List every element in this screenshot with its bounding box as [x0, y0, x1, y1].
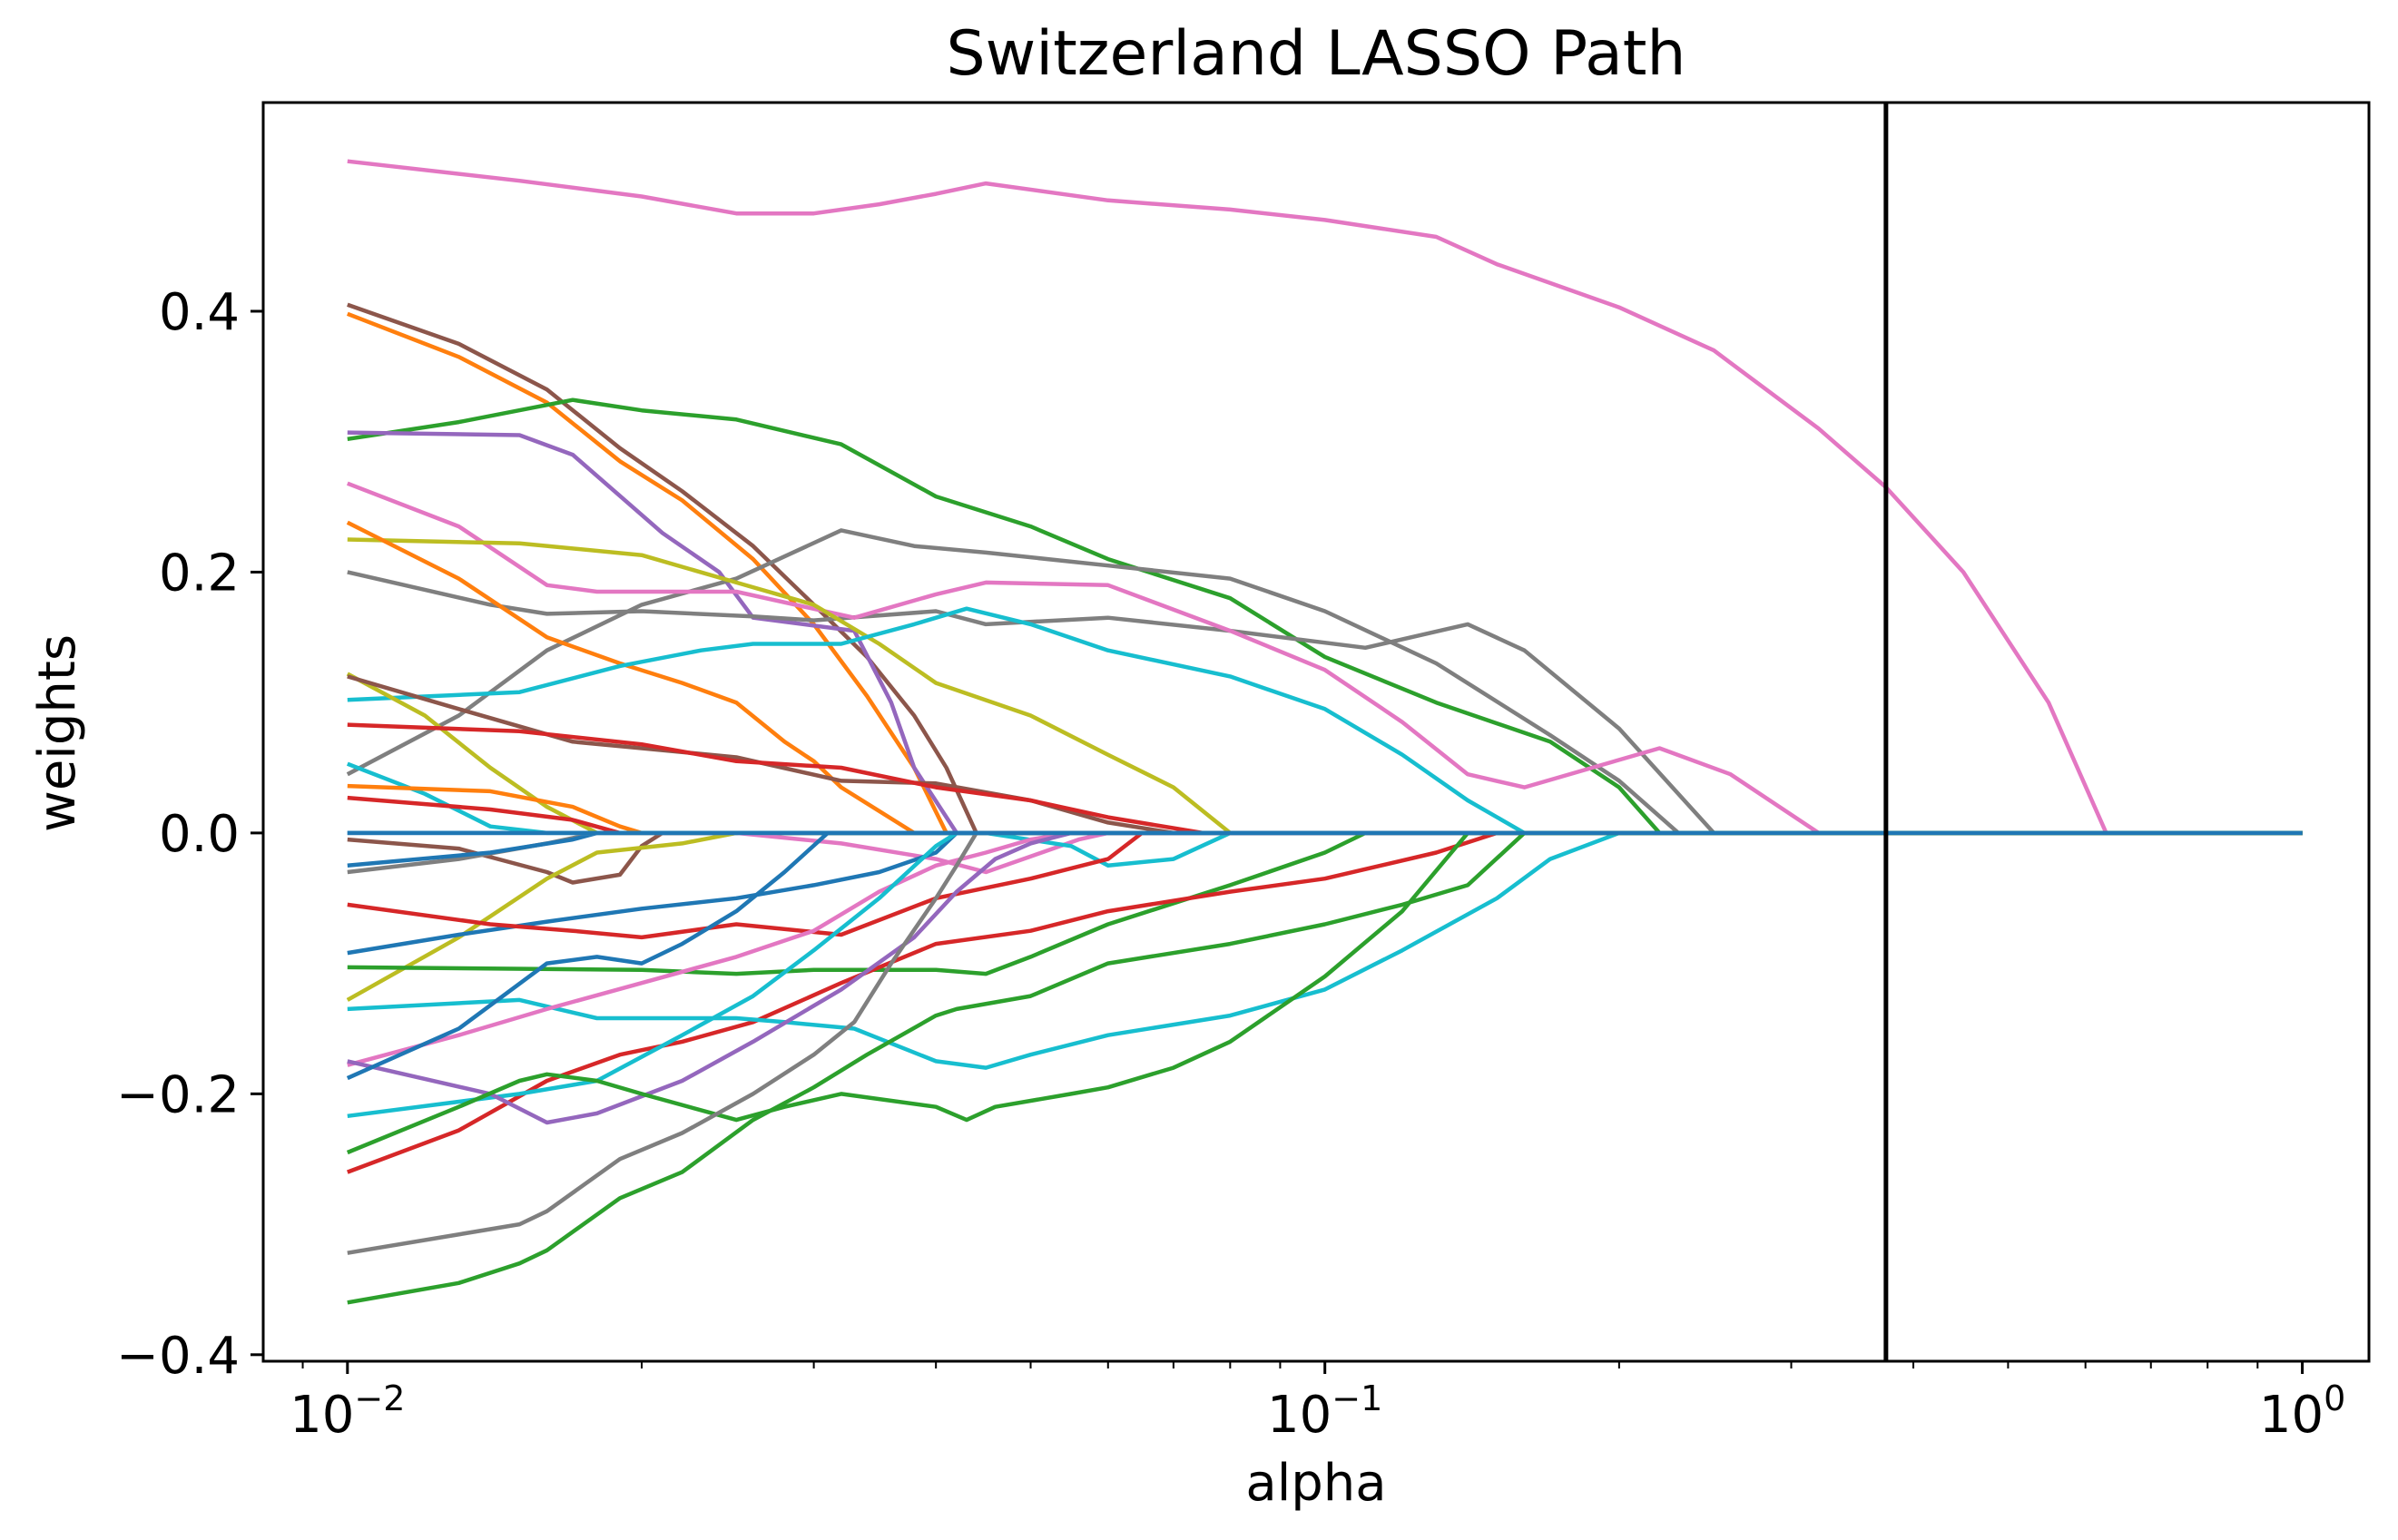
series-line-5 — [347, 430, 2303, 836]
series-line-26 — [347, 830, 2303, 976]
series-line-7 — [346, 528, 2303, 836]
y-tick-label-2: −0.2 — [116, 1065, 240, 1124]
series-line-9 — [347, 537, 2303, 836]
series-line-28 — [347, 830, 2303, 1070]
series-line-16 — [347, 783, 2303, 836]
plot-frame — [261, 101, 2371, 1363]
series-line-27 — [347, 830, 2303, 1174]
y-tick-label-4: 0.2 — [159, 544, 240, 603]
x-axis-label: alpha — [1245, 1454, 1386, 1513]
series-line-4 — [347, 397, 2303, 836]
series-line-10 — [346, 520, 2303, 836]
y-tick-label-5: 0.4 — [159, 283, 240, 342]
series-line-8 — [346, 481, 2303, 836]
series-line-25 — [347, 830, 2303, 940]
series-line-22 — [347, 830, 2303, 875]
series-line-15 — [346, 761, 2303, 836]
chart-title: Switzerland LASSO Path — [946, 18, 1685, 90]
y-tick-label-3: 0.0 — [159, 805, 240, 864]
series-line-29 — [347, 830, 2303, 1067]
series-line-31 — [347, 830, 2303, 1125]
series-line-6 — [347, 570, 2303, 836]
x-axis-ticks: 10−2 10−1 100 — [290, 1361, 2345, 1445]
y-tick-label-1: −0.4 — [116, 1327, 240, 1386]
plot-area — [346, 103, 2303, 1361]
series-line-30 — [347, 830, 2303, 1119]
series-line-24 — [347, 830, 2303, 956]
series-line-11 — [347, 606, 2303, 836]
x-tick-label-2: 10−1 — [1267, 1378, 1382, 1445]
series-line-17 — [347, 795, 2303, 836]
series-line-34 — [347, 830, 2303, 1255]
series-line-14 — [347, 722, 2303, 836]
series-line-13 — [347, 674, 2303, 836]
series-line-32 — [346, 830, 2303, 1081]
series-line-1 — [347, 159, 2303, 836]
series-line-33 — [346, 830, 2303, 1155]
series-line-18 — [347, 830, 2303, 885]
series-line-35 — [347, 830, 2303, 1305]
series-line-2 — [347, 302, 2303, 836]
series-line-12 — [346, 672, 2303, 836]
y-axis-label: weights — [28, 634, 87, 832]
x-tick-label-1: 10−2 — [290, 1378, 405, 1445]
x-tick-label-3: 100 — [2259, 1378, 2345, 1445]
y-axis-ticks: −0.4 −0.2 0.0 0.2 0.4 — [116, 283, 263, 1386]
series-line-3 — [346, 311, 2303, 836]
